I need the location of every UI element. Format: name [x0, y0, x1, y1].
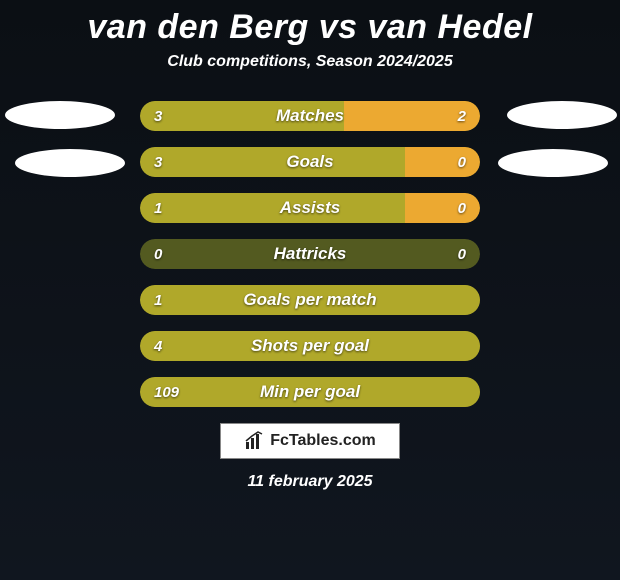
stat-label: Hattricks — [140, 239, 480, 269]
stat-rows: 32Matches 30Goals 10Assists 00Hattricks 1Goa… — [140, 101, 480, 407]
player-badge-right-2 — [498, 149, 608, 177]
stat-row: 109Min per goal — [140, 377, 480, 407]
source-badge-text: FcTables.com — [270, 432, 376, 450]
stat-label: Assists — [140, 193, 480, 223]
player-badge-right-1 — [507, 101, 617, 129]
player-badge-left-1 — [5, 101, 115, 129]
stat-label: Goals — [140, 147, 480, 177]
chart-icon — [244, 431, 264, 451]
stat-row: 32Matches — [140, 101, 480, 131]
stat-row: 4Shots per goal — [140, 331, 480, 361]
page-title: van den Berg vs van Hedel — [0, 0, 620, 47]
stat-label: Min per goal — [140, 377, 480, 407]
page-subtitle: Club competitions, Season 2024/2025 — [0, 53, 620, 71]
date-text: 11 february 2025 — [0, 473, 620, 491]
comparison-infographic: van den Berg vs van Hedel Club competiti… — [0, 0, 620, 580]
stat-row: 1Goals per match — [140, 285, 480, 315]
stat-row: 10Assists — [140, 193, 480, 223]
source-badge: FcTables.com — [220, 423, 400, 459]
stat-label: Goals per match — [140, 285, 480, 315]
player-badge-left-2 — [15, 149, 125, 177]
stat-row: 30Goals — [140, 147, 480, 177]
stats-block: 32Matches 30Goals 10Assists 00Hattricks 1Goa… — [0, 101, 620, 407]
stat-row: 00Hattricks — [140, 239, 480, 269]
stat-label: Matches — [140, 101, 480, 131]
stat-label: Shots per goal — [140, 331, 480, 361]
